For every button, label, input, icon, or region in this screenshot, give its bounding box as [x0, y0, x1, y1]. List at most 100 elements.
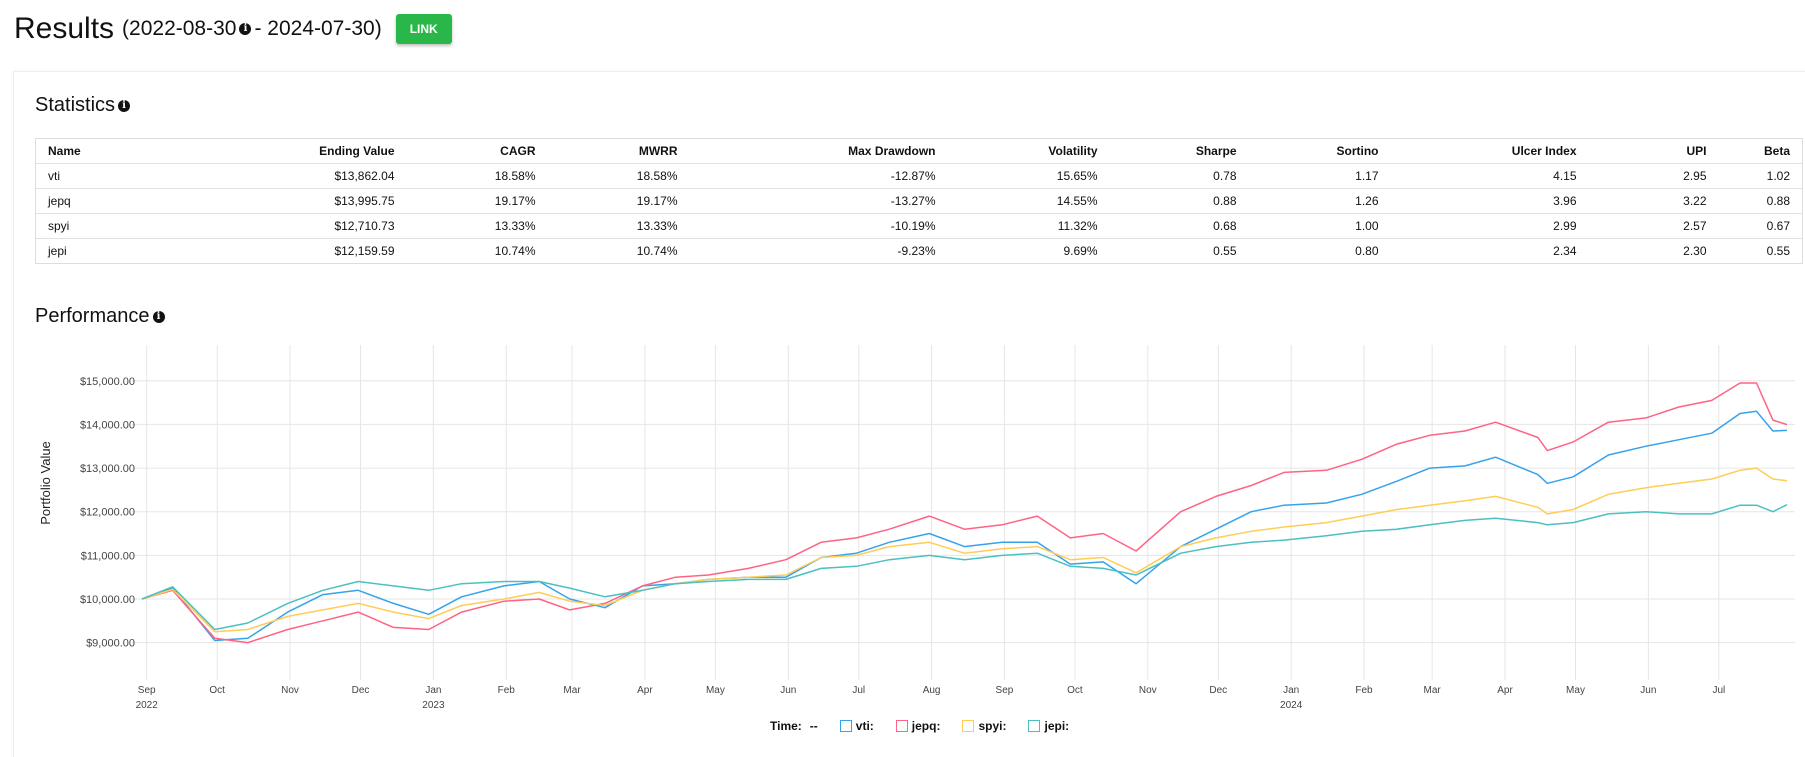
x-tick-year-label: 2022	[136, 700, 159, 711]
table-cell: 3.96	[1390, 188, 1589, 214]
start-date: (2022-08-30	[122, 17, 237, 40]
x-tick-label: Sep	[138, 685, 156, 696]
x-tick-label: Oct	[1067, 685, 1083, 696]
table-cell: 10.74%	[636, 244, 678, 258]
y-tick-label: $11,000.00	[81, 550, 135, 562]
y-axis-title: Portfolio Value	[38, 441, 53, 525]
table-cell: 1.02	[1718, 163, 1803, 189]
x-tick-label: Nov	[281, 685, 299, 696]
table-cell: -12.87%	[689, 163, 948, 189]
y-tick-label: $10,000.00	[80, 594, 135, 606]
column-header[interactable]: MWRR	[547, 138, 690, 164]
column-header[interactable]: Beta	[1718, 138, 1803, 164]
column-header[interactable]: Max Drawdown	[689, 138, 948, 164]
column-header[interactable]: Name	[35, 138, 186, 164]
column-header[interactable]: Sharpe	[1109, 138, 1249, 164]
table-row: jepi $12,159.59 10.74% 10.74% -9.23% 9.69% 0.5…	[36, 239, 1803, 264]
y-tick-label: $13,000.00	[80, 463, 135, 475]
table-row: vti $13,862.04 18.58% 18.58% -12.87% 15.65% 0.…	[35, 163, 1803, 189]
table-cell: 0.88	[1109, 188, 1249, 214]
table-cell: 9.69%	[1063, 244, 1098, 258]
column-header[interactable]: Ulcer Index	[1390, 138, 1589, 164]
results-header: Results (2022-08-30 i - 2024-07-30) LINK	[14, 12, 452, 46]
statistics-info-icon[interactable]: i	[118, 99, 131, 112]
table-cell: 13.33%	[547, 213, 690, 239]
table-cell: 1.00	[1248, 213, 1391, 239]
table-cell: -13.27%	[689, 188, 948, 214]
table-cell: 19.17%	[406, 188, 548, 214]
table-cell: -10.19%	[689, 213, 948, 239]
table-cell: jepi	[48, 244, 67, 258]
table-cell: $13,995.75	[185, 188, 407, 214]
statistics-title: Statistics	[35, 94, 116, 116]
x-tick-label: Aug	[923, 685, 941, 696]
x-tick-label: Dec	[1209, 685, 1227, 696]
link-button[interactable]: LINK	[395, 14, 452, 44]
legend-label: vti:	[855, 719, 874, 733]
column-header[interactable]: UPI	[1588, 138, 1719, 164]
x-tick-label: Feb	[498, 685, 516, 696]
y-tick-label: $15,000.00	[80, 376, 135, 388]
table-cell: 18.58%	[406, 163, 548, 189]
date-range: (2022-08-30 i - 2024-07-30)	[122, 17, 382, 41]
table-cell: 0.80	[1355, 244, 1379, 258]
x-tick-year-label: 2023	[422, 700, 445, 711]
series-line-jepq	[141, 382, 1788, 644]
x-tick-label: Sep	[996, 685, 1014, 696]
x-tick-label: Mar	[1424, 685, 1442, 696]
table-row: jepq $13,995.75 19.17% 19.17% -13.27% 14.55% 0…	[35, 188, 1803, 214]
x-tick-label: Jun	[780, 685, 796, 696]
table-header-row: Name Ending Value CAGR MWRR Max Drawdown Vola…	[35, 138, 1803, 164]
info-icon[interactable]: i	[239, 23, 252, 35]
legend-time-label: Time:	[770, 719, 802, 733]
column-header[interactable]: CAGR	[406, 138, 548, 164]
legend-item-vti[interactable]: vti:	[839, 719, 874, 733]
table-cell: 4.15	[1390, 163, 1589, 189]
table-cell: $12,710.73	[185, 213, 407, 239]
statistics-table: Name Ending Value CAGR MWRR Max Drawdown Vola…	[35, 138, 1803, 264]
performance-heading: Performance i	[35, 305, 168, 328]
statistics-heading: Statistics i	[35, 94, 133, 117]
legend-item-jepi[interactable]: jepi:	[1028, 719, 1069, 733]
y-tick-label: $14,000.00	[80, 419, 135, 431]
x-tick-label: Dec	[352, 685, 370, 696]
table-cell: 2.95	[1588, 163, 1719, 189]
legend-label: jepi:	[1044, 719, 1070, 733]
column-header[interactable]: Ending Value	[185, 138, 407, 164]
series-line-spyi	[141, 467, 1788, 633]
x-tick-label: Apr	[1497, 685, 1513, 696]
table-cell: 2.99	[1390, 213, 1589, 239]
x-tick-label: Jul	[852, 685, 865, 696]
column-header[interactable]: Volatility	[947, 138, 1110, 164]
legend-swatch	[839, 720, 852, 732]
series-line-vti	[141, 410, 1788, 642]
table-cell: $13,862.04	[185, 163, 407, 189]
x-tick-label: May	[1566, 685, 1585, 696]
table-cell: 11.32%	[947, 213, 1110, 239]
table-cell: 2.30	[1683, 244, 1707, 258]
x-tick-label: Jun	[1640, 685, 1656, 696]
table-cell: 1.17	[1248, 163, 1391, 189]
table-cell: $12,159.59	[334, 244, 395, 258]
table-cell: 14.55%	[947, 188, 1110, 214]
legend-swatch	[962, 720, 975, 732]
table-cell: 3.22	[1588, 188, 1719, 214]
table-cell: 15.65%	[947, 163, 1110, 189]
x-tick-label: Jul	[1712, 685, 1725, 696]
table-cell: 18.58%	[547, 163, 690, 189]
table-cell: 0.68	[1109, 213, 1249, 239]
legend-item-spyi[interactable]: spyi:	[962, 719, 1006, 733]
table-cell: -9.23%	[897, 244, 936, 258]
performance-info-icon[interactable]: i	[152, 310, 165, 323]
table-cell: vti	[35, 163, 186, 189]
legend-item-jepq[interactable]: jepq:	[895, 719, 940, 733]
x-tick-label: Mar	[563, 685, 581, 696]
chart-legend: Time: -- vti: jepq: spyi: jepi:	[770, 719, 1069, 733]
table-cell: 13.33%	[406, 213, 548, 239]
table-cell: 0.55	[1213, 244, 1237, 258]
table-cell: jepq	[35, 188, 186, 214]
table-cell: 2.34	[1553, 244, 1577, 258]
column-header[interactable]: Sortino	[1248, 138, 1391, 164]
legend-swatch	[895, 720, 908, 732]
